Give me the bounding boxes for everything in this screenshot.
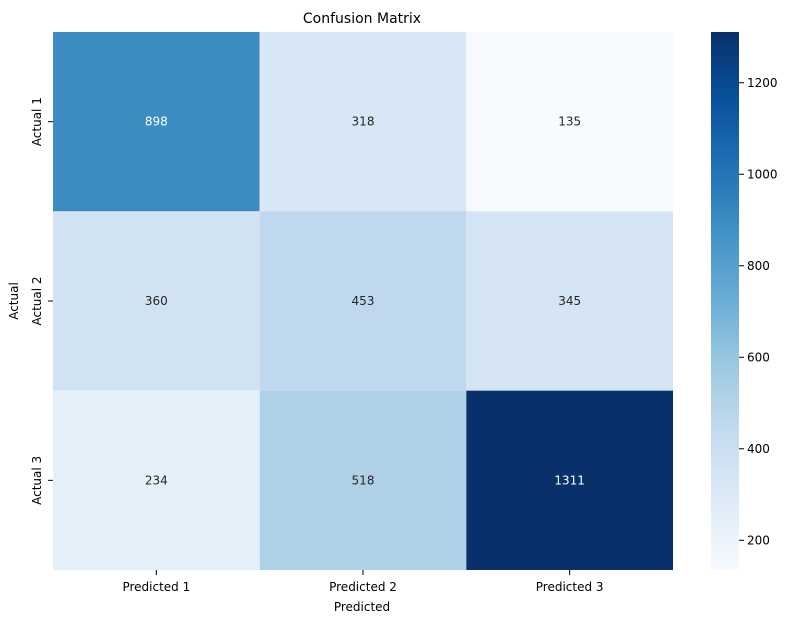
colorbar-tick-label-6: 1200 bbox=[747, 76, 778, 90]
colorbar-tick-label-1: 200 bbox=[747, 533, 770, 547]
y-axis-label: Actual bbox=[7, 282, 21, 320]
cell-labels: 898 318 135 360 453 345 234 518 1311 bbox=[145, 115, 585, 488]
cell-value-r1-c2: 318 bbox=[352, 115, 375, 129]
cell-value-r2-c1: 360 bbox=[145, 294, 168, 308]
x-tick-label-3: Predicted 3 bbox=[536, 580, 604, 594]
heatmap-cell-r2-c2 bbox=[259, 211, 467, 391]
heatmap-cell-r2-c1 bbox=[53, 211, 260, 391]
heatmap-cell-r1-c3 bbox=[466, 32, 673, 212]
colorbar-tick-label-4: 800 bbox=[747, 259, 770, 273]
cell-value-r1-c3: 135 bbox=[558, 115, 581, 129]
x-axis-label: Predicted bbox=[334, 600, 390, 614]
heatmap-cell-r1-c1 bbox=[53, 32, 260, 212]
cell-value-r1-c1: 898 bbox=[145, 115, 168, 129]
cell-value-r3-c3: 1311 bbox=[554, 473, 585, 487]
colorbar-tick-label-5: 1000 bbox=[747, 167, 778, 181]
heatmap-cell-r3-c1 bbox=[53, 390, 260, 570]
cell-value-r2-c2: 453 bbox=[352, 294, 375, 308]
x-tick-label-2: Predicted 2 bbox=[329, 580, 397, 594]
x-tick-label-1: Predicted 1 bbox=[122, 580, 190, 594]
cell-value-r2-c3: 345 bbox=[558, 294, 581, 308]
y-tick-label-3: Actual 3 bbox=[30, 456, 44, 505]
colorbar bbox=[711, 32, 739, 570]
cell-value-r3-c1: 234 bbox=[145, 473, 168, 487]
colorbar-tick-label-2: 400 bbox=[747, 442, 770, 456]
heatmap-cells bbox=[53, 32, 673, 570]
y-tick-label-1: Actual 1 bbox=[30, 97, 44, 146]
heatmap-cell-r2-c3 bbox=[466, 211, 673, 391]
colorbar-tick-label-3: 600 bbox=[747, 350, 770, 364]
heatmap-cell-r1-c2 bbox=[259, 32, 467, 212]
y-axis: Actual 1 Actual 2 Actual 3 bbox=[30, 97, 53, 505]
heatmap-cell-r3-c3 bbox=[466, 390, 673, 570]
cell-value-r3-c2: 518 bbox=[352, 473, 375, 487]
y-tick-label-2: Actual 2 bbox=[30, 276, 44, 325]
chart-title: Confusion Matrix bbox=[303, 11, 421, 27]
heatmap-cell-r3-c2 bbox=[259, 390, 467, 570]
colorbar-ticks: 200 400 600 800 1000 1200 bbox=[739, 76, 778, 547]
x-axis: Predicted 1 Predicted 2 Predicted 3 bbox=[122, 570, 604, 594]
